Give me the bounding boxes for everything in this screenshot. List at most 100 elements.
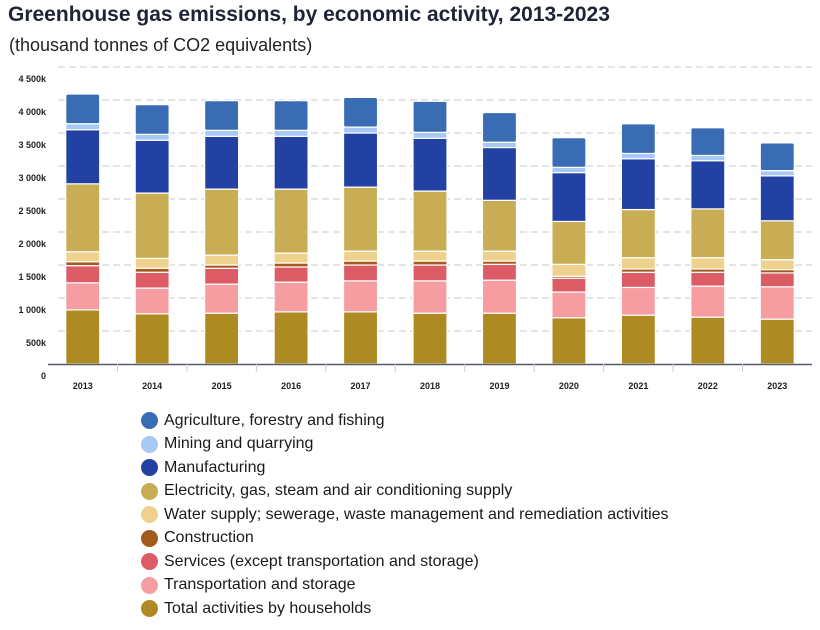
bar-segment bbox=[204, 254, 240, 266]
bar-segment bbox=[481, 250, 518, 262]
bar-segment bbox=[412, 250, 448, 262]
bar-segment bbox=[690, 285, 726, 318]
chart-title: Greenhouse gas emissions, by economic ac… bbox=[8, 3, 610, 26]
bar-segment bbox=[551, 172, 587, 223]
legend-item[interactable]: Water supply; sewerage, waste management… bbox=[141, 503, 669, 527]
legend-label: Agriculture, forestry and fishing bbox=[164, 411, 385, 429]
legend-item[interactable]: Services (except transportation and stor… bbox=[141, 550, 669, 574]
legend-item[interactable]: Electricity, gas, steam and air conditio… bbox=[141, 480, 669, 504]
bar-segment bbox=[759, 170, 795, 177]
y-tick-label: 0 bbox=[41, 371, 46, 381]
bar-segment bbox=[134, 139, 170, 194]
bar-segment bbox=[65, 183, 101, 253]
legend-swatch-icon bbox=[141, 412, 158, 430]
bar-segment bbox=[412, 264, 448, 282]
legend: Agriculture, forestry and fishing Mining… bbox=[141, 409, 669, 621]
bar-segment bbox=[204, 129, 240, 137]
x-tick-label: 2018 bbox=[420, 381, 440, 391]
y-tick-label: 500k bbox=[26, 338, 47, 348]
bar-segment bbox=[690, 316, 726, 365]
bar-segment bbox=[481, 141, 518, 149]
y-tick-label: 3 000k bbox=[18, 173, 47, 183]
bar-stack bbox=[134, 104, 170, 365]
bar-segment bbox=[759, 286, 795, 320]
bar-segment bbox=[342, 250, 379, 262]
bar-segment bbox=[412, 280, 448, 314]
bar-segment bbox=[759, 318, 795, 365]
legend-swatch-icon bbox=[141, 600, 158, 618]
legend-item[interactable]: Construction bbox=[141, 527, 669, 551]
bar-segment bbox=[134, 192, 170, 259]
bar-segment bbox=[759, 220, 795, 261]
bar-stack bbox=[481, 111, 518, 365]
bar-stack bbox=[690, 127, 726, 365]
bar-segment bbox=[342, 311, 379, 365]
legend-swatch-icon bbox=[141, 553, 158, 571]
bar-segment bbox=[134, 133, 170, 141]
bar-segment bbox=[551, 166, 587, 174]
x-tick-label: 2022 bbox=[698, 381, 718, 391]
bar-segment bbox=[620, 158, 656, 211]
x-tick-label: 2017 bbox=[351, 381, 371, 391]
y-tick-label: 2 000k bbox=[18, 239, 47, 249]
bar-segment bbox=[134, 271, 170, 289]
x-tick-label: 2023 bbox=[767, 381, 787, 391]
bar-segment bbox=[759, 259, 795, 271]
legend-label: Construction bbox=[164, 529, 254, 547]
bar-segment bbox=[551, 263, 587, 277]
bar-segment bbox=[273, 311, 309, 365]
legend-label: Transportation and storage bbox=[164, 576, 356, 594]
bar-segment bbox=[204, 283, 240, 314]
bar-segment bbox=[204, 267, 240, 285]
legend-item[interactable]: Transportation and storage bbox=[141, 574, 669, 598]
bar-stack bbox=[759, 142, 795, 365]
bar-segment bbox=[204, 312, 240, 365]
bars bbox=[65, 93, 795, 365]
legend-item[interactable]: Mining and quarrying bbox=[141, 433, 669, 457]
bar-segment bbox=[65, 129, 101, 185]
bar-segment bbox=[481, 312, 518, 365]
x-tick-label: 2021 bbox=[628, 381, 648, 391]
bar-segment bbox=[620, 286, 656, 316]
bar-segment bbox=[481, 263, 518, 281]
bar-segment bbox=[342, 126, 379, 134]
legend-label: Electricity, gas, steam and air conditio… bbox=[164, 482, 513, 500]
legend-item[interactable]: Manufacturing bbox=[141, 456, 669, 480]
bar-segment bbox=[620, 271, 656, 289]
bar-segment bbox=[481, 146, 518, 201]
legend-swatch-icon bbox=[141, 576, 158, 594]
bar-stack bbox=[65, 93, 101, 365]
legend-item[interactable]: Agriculture, forestry and fishing bbox=[141, 409, 669, 433]
x-tick-label: 2016 bbox=[281, 381, 301, 391]
bar-stack bbox=[551, 137, 587, 365]
x-tick-label: 2015 bbox=[212, 381, 232, 391]
y-tick-label: 3 500k bbox=[18, 140, 47, 150]
bar-segment bbox=[65, 123, 101, 131]
bar-segment bbox=[690, 154, 726, 162]
y-tick-label: 2 500k bbox=[18, 206, 47, 216]
bar-segment bbox=[342, 186, 379, 252]
bar-segment bbox=[342, 280, 379, 313]
bar-segment bbox=[204, 135, 240, 190]
bar-segment bbox=[690, 271, 726, 287]
legend-label: Total activities by households bbox=[164, 599, 372, 617]
legend-swatch-icon bbox=[141, 459, 158, 477]
bar-segment bbox=[412, 312, 448, 365]
y-tick-label: 4 500k bbox=[18, 74, 47, 84]
bar-segment bbox=[134, 104, 170, 135]
bar-segment bbox=[273, 266, 309, 283]
bar-segment bbox=[273, 252, 309, 264]
bar-segment bbox=[204, 188, 240, 256]
bar-segment bbox=[134, 287, 170, 315]
bar-segment bbox=[273, 129, 309, 137]
bar-segment bbox=[273, 188, 309, 254]
chart-subtitle: (thousand tonnes of CO2 equivalents) bbox=[9, 35, 313, 55]
bar-segment bbox=[690, 127, 726, 157]
legend-item[interactable]: Total activities by households bbox=[141, 597, 669, 621]
bar-stack bbox=[204, 100, 240, 365]
bar-segment bbox=[620, 208, 656, 259]
bar-stack bbox=[620, 123, 656, 365]
x-tick-label: 2020 bbox=[559, 381, 579, 391]
bar-segment bbox=[620, 257, 656, 270]
bar-segment bbox=[551, 291, 587, 319]
